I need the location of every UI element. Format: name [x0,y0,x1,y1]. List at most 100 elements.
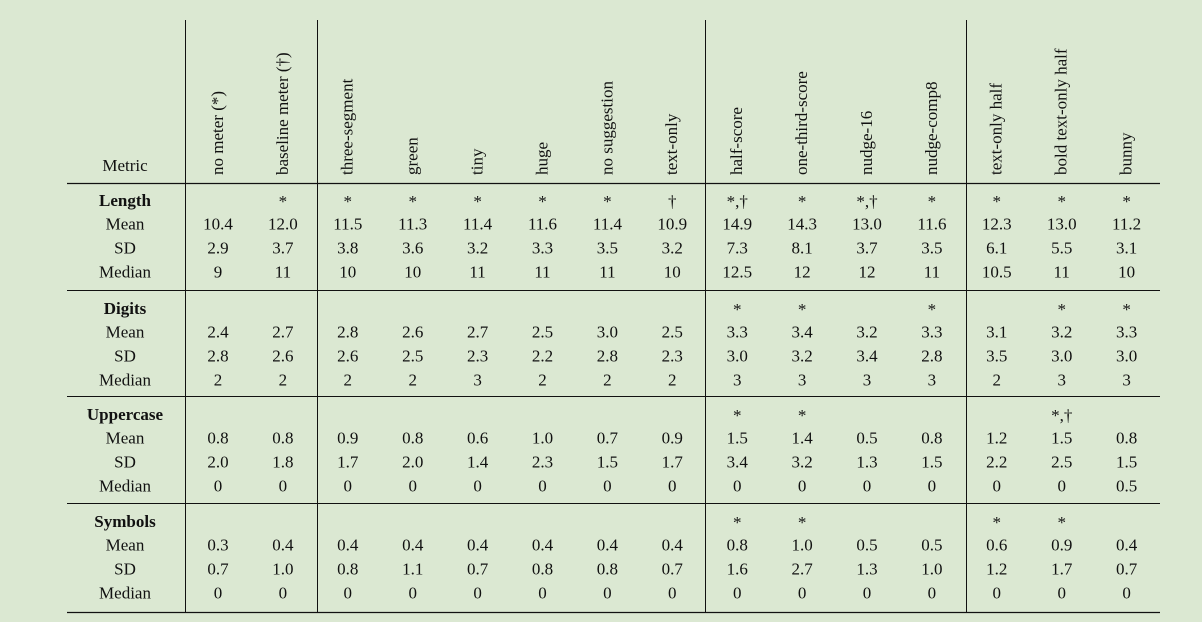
cell: 11 [1054,262,1070,281]
cell: 11.3 [398,214,427,233]
cell: 3 [473,370,482,389]
cell: 0.7 [467,559,489,578]
cell: 10.4 [203,214,233,233]
row-label: Mean [106,214,145,233]
cell: 0 [993,476,1002,495]
cell: 3.1 [1116,238,1137,257]
cell: 0.5 [921,535,942,554]
cell: 0 [993,583,1002,602]
cell: 3.4 [791,322,813,341]
cell: 2.7 [791,559,813,578]
cell: 0 [473,583,482,602]
cell: 2.0 [207,452,228,471]
cell: 11 [275,262,291,281]
cell: 0.4 [467,535,489,554]
cell: 0.4 [662,535,684,554]
cell: 0 [798,583,807,602]
column-header: text-only half [987,83,1006,175]
cell: 11.6 [917,214,946,233]
column-header: baseline meter (†) [273,52,292,175]
cell: 0.4 [337,535,359,554]
cell: 0 [798,476,807,495]
cell: 0 [668,583,677,602]
column-header: nudge-16 [857,111,876,175]
cell: 2.6 [272,346,293,365]
cell: 2.8 [597,346,618,365]
cell: 2 [668,370,677,389]
cell: 2.7 [272,322,294,341]
row-label: Median [99,476,151,495]
cell: 0 [603,583,612,602]
cell: 0.9 [662,428,683,447]
cell: 0.5 [856,428,877,447]
cell: 0.9 [1051,535,1072,554]
cell: 2.2 [986,452,1007,471]
cell: 2.2 [532,346,553,365]
cell: 0.8 [337,559,358,578]
cell: 13.0 [1047,214,1077,233]
cell: 1.0 [272,559,293,578]
cell: 2.5 [532,322,553,341]
cell: 3.0 [1051,346,1072,365]
significance-marker: * [798,513,807,532]
cell: 2.8 [921,346,942,365]
cell: 1.6 [727,559,748,578]
cell: 2.0 [402,452,423,471]
cell: 3.4 [727,452,749,471]
column-header: no meter (*) [208,91,227,175]
cell: 0 [863,476,872,495]
column-header: bold text-only half [1052,48,1071,175]
column-header: text-only [662,113,681,175]
row-label: Median [99,262,151,281]
cell: 14.9 [722,214,752,233]
cell: 3 [1122,370,1131,389]
cell: 1.5 [727,428,748,447]
cell: 11.5 [333,214,362,233]
cell: 11.6 [528,214,557,233]
cell: 11.2 [1112,214,1141,233]
cell: 0.8 [272,428,293,447]
cell: 11.4 [593,214,623,233]
cell: 2.5 [402,346,423,365]
cell: 0.4 [402,535,424,554]
cell: 3.3 [727,322,748,341]
cell: 3 [1057,370,1066,389]
row-label: SD [114,238,136,257]
significance-marker: * [408,192,417,211]
cell: 2.5 [662,322,683,341]
cell: 2 [993,370,1002,389]
cell: 0 [733,583,742,602]
metric-header: Metric [102,156,148,175]
cell: 2.6 [402,322,423,341]
cell: 0 [603,476,612,495]
significance-marker: * [1122,192,1131,211]
cell: 14.3 [787,214,817,233]
cell: 1.4 [791,428,813,447]
cell: 12.3 [982,214,1012,233]
cell: 2.8 [337,322,358,341]
cell: 3.0 [727,346,748,365]
cell: 3 [928,370,937,389]
cell: 2.5 [1051,452,1072,471]
cell: 7.3 [727,238,748,257]
cell: 3.0 [1116,346,1137,365]
cell: 0.5 [1116,476,1137,495]
cell: 1.2 [986,428,1007,447]
cell: 0 [538,476,547,495]
cell: 3.4 [856,346,878,365]
cell: 12.5 [722,262,752,281]
cell: 2 [603,370,612,389]
cell: 12.0 [268,214,298,233]
cell: 0.8 [402,428,423,447]
cell: 10 [664,262,681,281]
cell: 0.7 [597,428,619,447]
significance-marker: * [798,300,807,319]
column-header: tiny [468,148,487,175]
section-name: Uppercase [87,405,164,424]
section-name: Length [99,191,152,210]
cell: 10 [404,262,421,281]
cell: 0.8 [597,559,618,578]
section-name: Digits [104,299,147,318]
cell: 1.8 [272,452,293,471]
cell: 0 [408,476,417,495]
